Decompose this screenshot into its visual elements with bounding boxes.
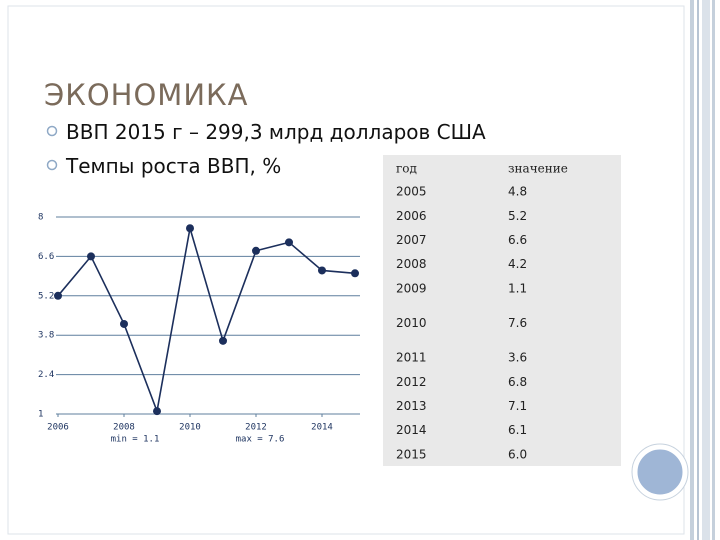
data-point — [285, 238, 293, 247]
bullet-text: Темпы роста ВВП, % — [65, 154, 281, 178]
x-tick-label: 2014 — [311, 423, 333, 433]
stripe — [690, 0, 694, 540]
y-tick-label: 5.2 — [38, 291, 54, 301]
y-tick-label: 8 — [38, 213, 43, 223]
table: год значение 2005 4.8 2006 5.2 2007 6.6 2008 4.2 2… — [383, 155, 621, 466]
data-point — [318, 266, 326, 275]
bullet-text: ВВП 2015 г – 299,3 млрд долларов США — [66, 120, 486, 144]
table-cell: 4.8 — [508, 185, 527, 199]
bullet-marker — [46, 125, 58, 137]
table-cell: 2005 — [396, 185, 427, 199]
chart: 1 2.4 3.8 5.2 6.6 8 2006 2008 2010 2012 2014 min = … — [38, 213, 360, 445]
stripe — [702, 0, 710, 540]
table-cell: 2009 — [396, 281, 427, 295]
table-cell: 2012 — [396, 375, 427, 389]
slide-frame — [7, 5, 685, 535]
table-cell: 4.2 — [508, 257, 527, 271]
data-point — [351, 269, 359, 278]
table-cell: 7.6 — [508, 316, 527, 330]
table-cell: 6.8 — [508, 375, 527, 389]
table-cell: 6.1 — [508, 423, 527, 437]
table-cell: 7.1 — [508, 399, 527, 413]
y-tick-label: 2.4 — [38, 370, 54, 380]
table-cell: 2014 — [396, 423, 427, 437]
stripe — [712, 0, 715, 540]
y-tick-label: 1 — [38, 410, 43, 420]
table-cell: 3.6 — [508, 351, 527, 365]
y-tick-label: 3.8 — [38, 331, 54, 341]
annotation: min = 1.1 — [111, 435, 160, 445]
table-cell: 2010 — [396, 316, 427, 330]
stripe — [697, 0, 699, 540]
x-tick-label: 2010 — [179, 423, 201, 433]
data-point — [120, 319, 128, 328]
data-point — [54, 291, 62, 300]
x-tick-label: 2012 — [245, 423, 267, 433]
table-cell: 2007 — [396, 233, 427, 247]
table-cell: 6.0 — [508, 447, 527, 461]
data-point — [252, 246, 260, 255]
table-cell: 2008 — [396, 257, 427, 271]
table-header: значение — [508, 162, 568, 176]
table-header: год — [396, 162, 417, 176]
decor-ring — [631, 443, 689, 501]
data-point — [186, 224, 194, 233]
table-cell: 2006 — [396, 209, 427, 223]
table-cell: 5.2 — [508, 209, 527, 223]
x-tick-label: 2008 — [113, 423, 135, 433]
annotation: max = 7.6 — [236, 435, 285, 445]
table-cell: 1.1 — [508, 281, 527, 295]
x-tick-label: 2006 — [47, 423, 69, 433]
decor-circle — [632, 444, 688, 500]
data-line — [57, 228, 356, 415]
bullet-marker — [46, 159, 58, 171]
data-point — [219, 336, 227, 345]
table-cell: 6.6 — [508, 233, 527, 247]
table-cell: 2013 — [396, 399, 427, 413]
slide-title: ЭКОНОМИКА — [44, 78, 248, 112]
table-cell: 2015 — [396, 447, 427, 461]
side-stripes — [690, 0, 715, 540]
table-background — [383, 155, 621, 466]
data-point — [87, 252, 95, 261]
y-tick-label: 6.6 — [38, 252, 54, 262]
table-cell: 2011 — [396, 351, 427, 365]
data-point — [153, 407, 161, 416]
